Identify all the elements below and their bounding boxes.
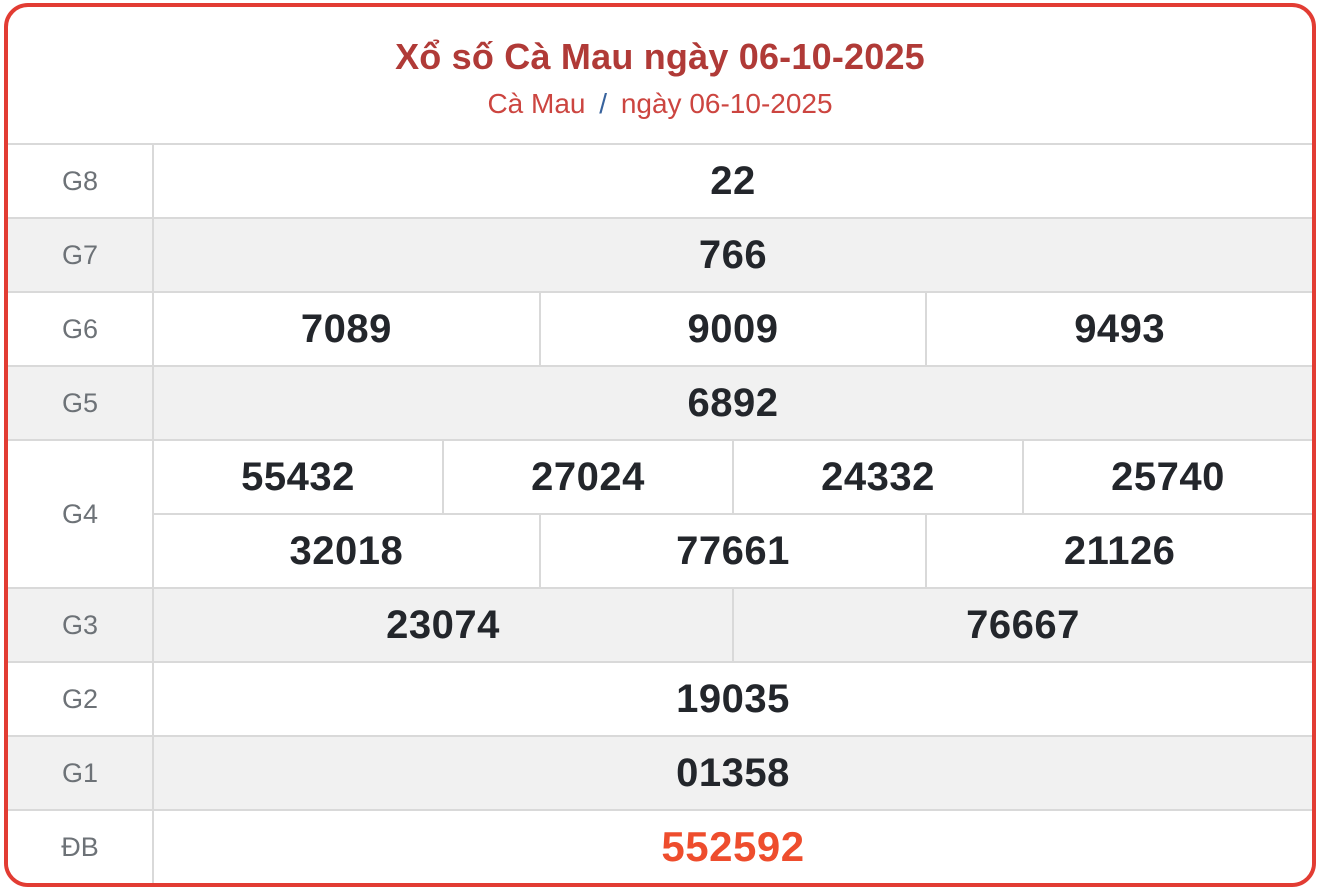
prize-value-db: 552592 [661, 823, 805, 870]
prize-label-db: ĐB [8, 811, 154, 883]
prize-value-g4-1: 55432 [241, 454, 355, 499]
prize-label-g2: G2 [8, 663, 154, 735]
prize-value-g3-2: 76667 [732, 589, 1312, 661]
prize-value-g6-2: 9009 [538, 293, 926, 365]
breadcrumb: Cà Mau / ngày 06-10-2025 [487, 88, 832, 120]
prize-value-g4-7: 21126 [925, 515, 1312, 587]
table-row-g5: G5 6892 [8, 365, 1312, 439]
table-row-g6: G6 7089 9009 9493 [8, 291, 1312, 365]
breadcrumb-separator: / [599, 88, 608, 119]
table-row-g7: G7 766 [8, 217, 1312, 291]
prize-value-g3-1: 23074 [386, 602, 500, 647]
prize-value-g4-3: 24332 [732, 441, 1022, 513]
lottery-result-card: Xổ số Cà Mau ngày 06-10-2025 Cà Mau / ng… [4, 3, 1316, 887]
prize-label-g6: G6 [8, 293, 154, 365]
breadcrumb-region-link[interactable]: Cà Mau [487, 88, 586, 119]
prize-value-g5: 6892 [687, 380, 779, 425]
prize-value-g4-6: 77661 [538, 515, 926, 587]
prize-label-g3: G3 [8, 589, 154, 661]
page-title: Xổ số Cà Mau ngày 06-10-2025 [395, 36, 925, 77]
prize-label-g4: G4 [8, 441, 154, 587]
table-row-g1: G1 01358 [8, 735, 1312, 809]
prize-value-g6-3: 9493 [925, 293, 1312, 365]
prize-value-g6-1: 7089 [300, 306, 392, 351]
prize-value-g4-4: 25740 [1022, 441, 1312, 513]
prize-value-g4-5: 32018 [289, 528, 404, 573]
table-row-g8: G8 22 [8, 143, 1312, 217]
results-table: G8 22 G7 766 G6 7089 9009 9493 G5 6892 [8, 143, 1312, 883]
prize-value-g7: 766 [698, 232, 768, 277]
table-row-g4: G4 55432 27024 24332 25740 32018 77661 2… [8, 439, 1312, 587]
prize-label-g8: G8 [8, 145, 154, 217]
breadcrumb-date-link[interactable]: ngày 06-10-2025 [620, 88, 833, 119]
prize-label-g1: G1 [8, 737, 154, 809]
table-row-db: ĐB 552592 [8, 809, 1312, 883]
prize-label-g7: G7 [8, 219, 154, 291]
table-row-g3: G3 23074 76667 [8, 587, 1312, 661]
table-row-g2: G2 19035 [8, 661, 1312, 735]
prize-value-g2: 19035 [676, 676, 790, 721]
result-header: Xổ số Cà Mau ngày 06-10-2025 Cà Mau / ng… [8, 7, 1312, 143]
prize-label-g5: G5 [8, 367, 154, 439]
prize-value-g4-2: 27024 [442, 441, 732, 513]
prize-value-g1: 01358 [676, 750, 790, 795]
prize-value-g8: 22 [710, 158, 756, 203]
